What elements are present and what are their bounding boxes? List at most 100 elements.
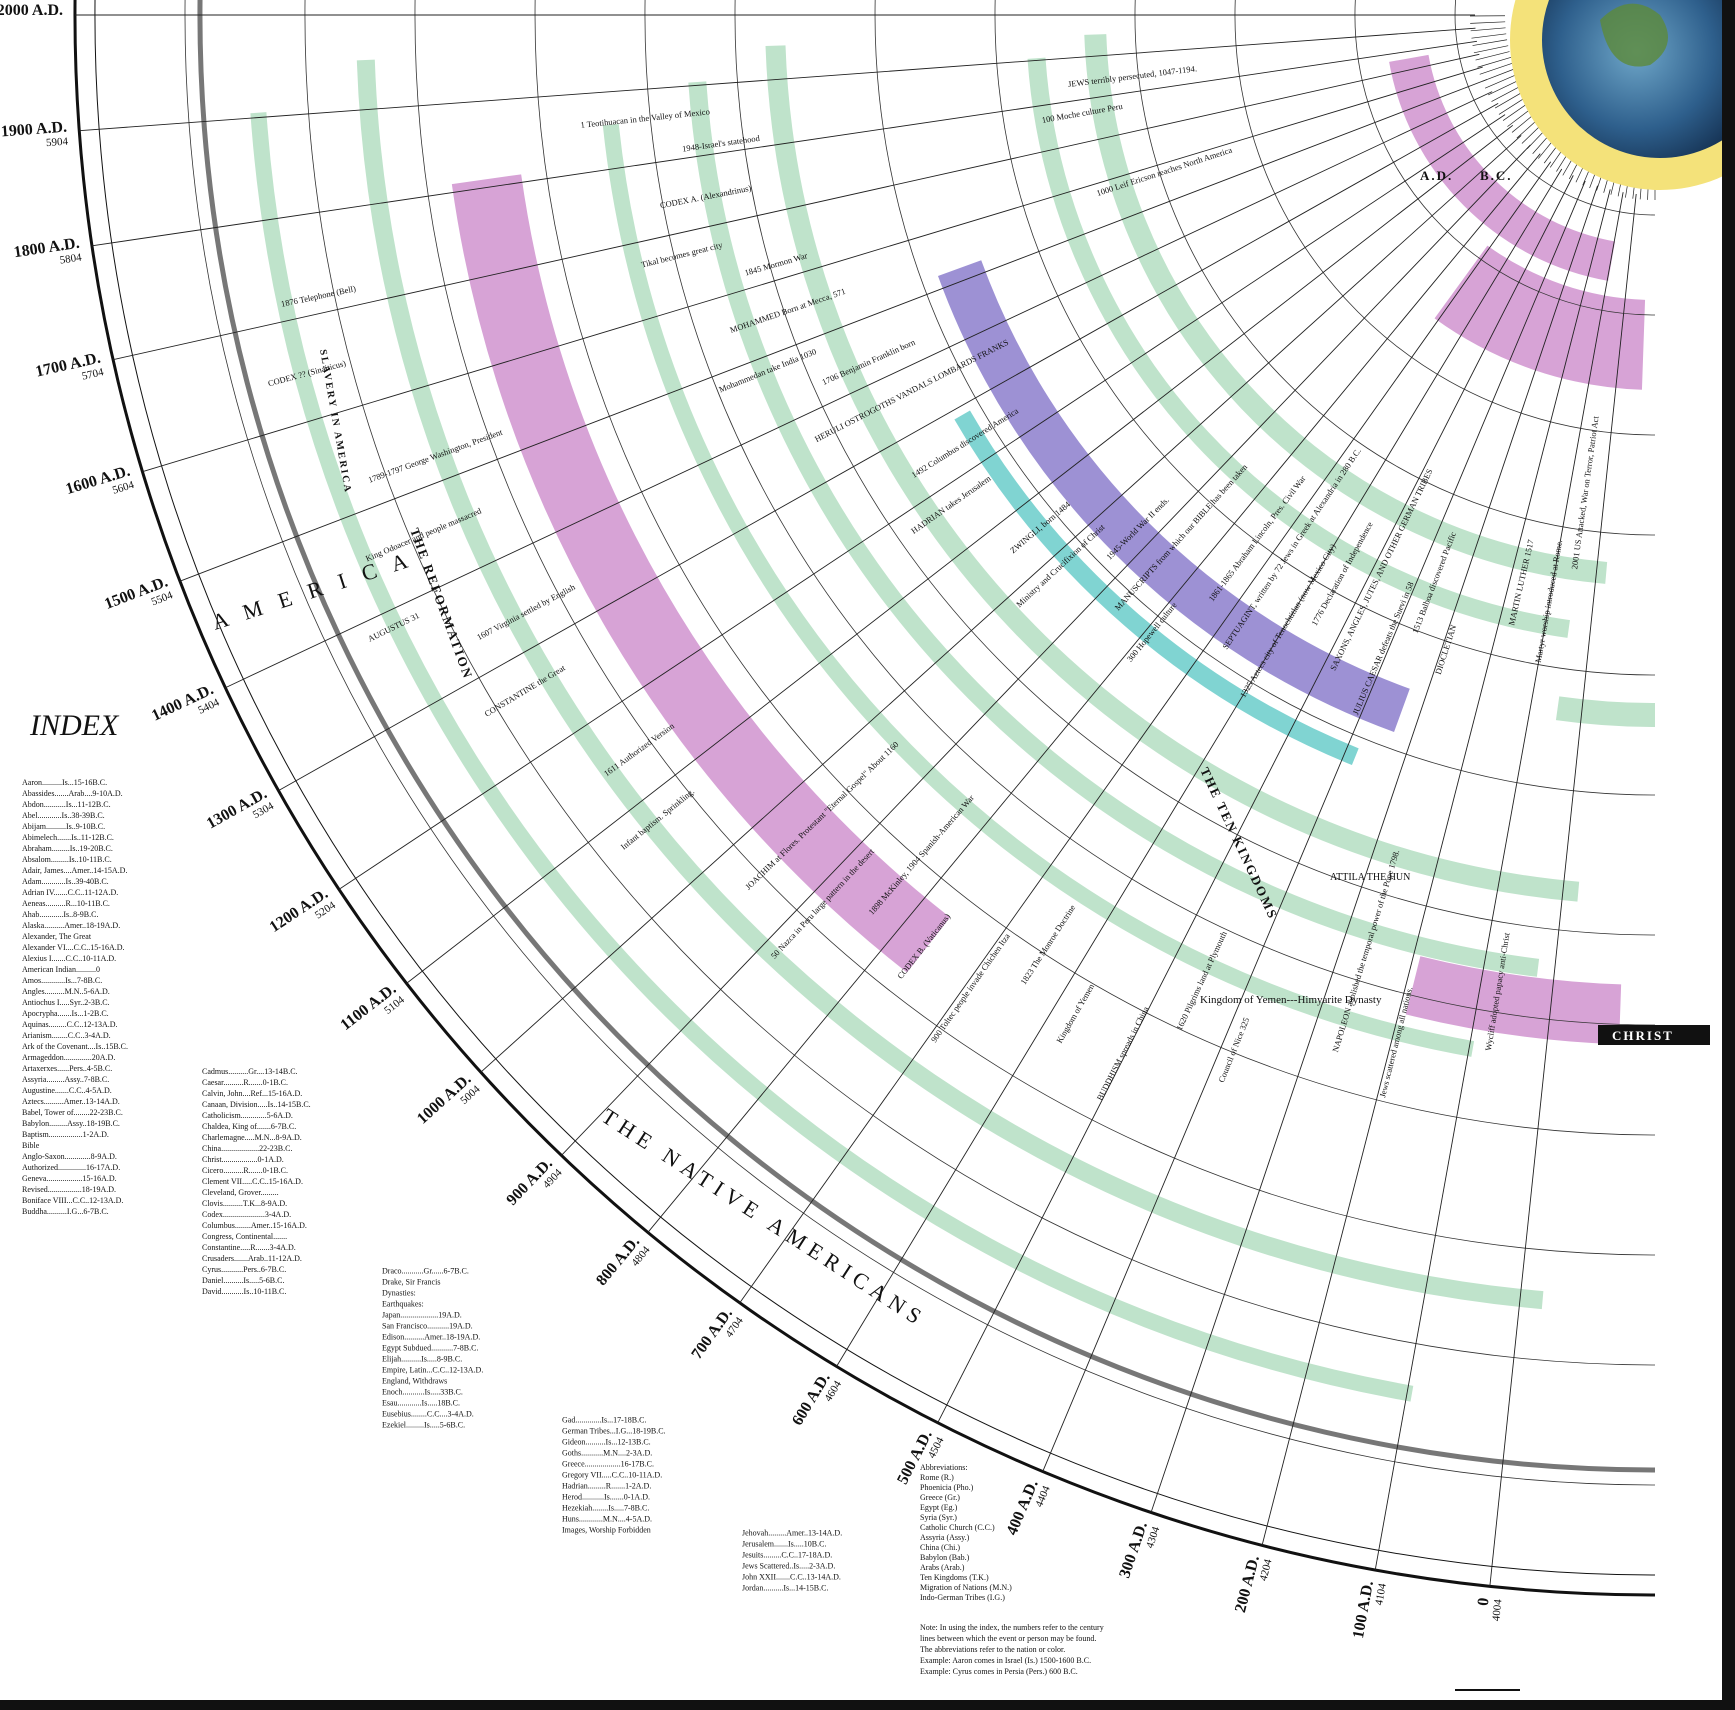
century-line	[561, 144, 1531, 1156]
inner-tick	[1472, 39, 1508, 46]
ring	[184, 0, 1656, 1486]
index-entry: Empire, Latin...C.C..12-13A.D.	[382, 1366, 483, 1375]
century-line	[937, 175, 1574, 1423]
index-entry: Aquinas.........C.C..12-13A.D.	[22, 1020, 118, 1029]
note: lines between which the event or person …	[920, 1634, 1096, 1643]
note: The abbreviations refer to the nation or…	[920, 1645, 1065, 1654]
inner-tick	[1491, 84, 1523, 102]
index-entry: Ark of the Covenant....Is..15B.C.	[22, 1042, 128, 1051]
abbreviation: Indo-German Tribes (I.G.)	[920, 1593, 1005, 1602]
century-line	[836, 168, 1563, 1367]
hebrew-year: 4004	[1490, 1598, 1504, 1622]
inner-tick	[1484, 74, 1518, 89]
index-entry: Babel, Tower of........22-23B.C.	[22, 1108, 123, 1117]
color-band	[451, 174, 951, 973]
color-band	[1389, 54, 1616, 281]
index-entry: Aeneas..........R...10-11B.C.	[22, 899, 110, 908]
band-label: CHRIST	[1612, 1028, 1674, 1043]
index-entry: Babylon.........Assy..18-19B.C.	[22, 1119, 120, 1128]
note: Note: In using the index, the numbers re…	[920, 1623, 1104, 1632]
century-line	[179, 79, 1488, 582]
index-entry: Hadrian.........R.......1-2A.D.	[562, 1481, 651, 1490]
century-line	[647, 153, 1541, 1233]
index-entry: Drake, Sir Francis	[382, 1278, 440, 1287]
index-entry: German Tribes...I.G...18-19B.C.	[562, 1426, 666, 1435]
index-entry: Jews Scattered..Is.....2-3A.D.	[742, 1561, 835, 1570]
index-entry: Adrian IV.......C.C..11-12A.D.	[22, 888, 118, 897]
abbreviation: Ten Kingdoms (T.K.)	[920, 1573, 989, 1582]
index-entry: John XXII.......C.C..13-14A.D.	[742, 1572, 841, 1581]
globe	[1542, 0, 1735, 158]
index-entry: Earthquakes:	[382, 1300, 424, 1309]
color-band	[1555, 696, 1656, 728]
index-entry: Armageddon..............20A.D.	[22, 1053, 115, 1062]
index-entry: Abraham.........Is..19-20B.C.	[22, 844, 113, 853]
christ-box	[1598, 1025, 1710, 1045]
index-entry: Egypt Subdued...........7-8B.C.	[382, 1344, 478, 1353]
hebrew-year: 5704	[81, 366, 106, 383]
index-entry: Angles..........M.N..5-6A.D.	[22, 987, 110, 996]
century-label: 0	[1475, 1597, 1493, 1607]
century-line	[739, 161, 1552, 1304]
index-entry: Constantine.....R.......3-4A.D.	[202, 1243, 296, 1252]
index-entry: Jesuits.........C.C..17-18A.D.	[742, 1550, 832, 1559]
color-band	[1434, 245, 1646, 390]
century-line	[1489, 193, 1637, 1587]
index-entry: Chaldea, King of.......6-7B.C.	[202, 1122, 296, 1131]
index-entry: David...........Is..10-11B.C.	[202, 1287, 286, 1296]
frame-right	[1722, 0, 1735, 1710]
index-entry: Daniel..........Is.....5-6B.C.	[202, 1276, 284, 1285]
inner-tick	[1477, 57, 1512, 68]
index-entry: Alaska..........Amer..18-19A.D.	[22, 921, 120, 930]
inner-tick	[1475, 51, 1510, 61]
index-entry: Arianism........C.C..3-4A.D.	[22, 1031, 111, 1040]
index-entry: Authorized..............16-17A.D.	[22, 1163, 120, 1172]
century-label: 2000 A.D.	[0, 2, 63, 19]
abbreviation: Assyria (Assy.)	[920, 1533, 970, 1542]
ring	[1234, 0, 1656, 436]
index-entry: Gregory VII.....C.C..10-11A.D.	[562, 1470, 662, 1479]
color-band	[1084, 34, 1608, 584]
index-entry: England, Withdraws	[382, 1377, 447, 1386]
abbreviation: Migration of Nations (M.N.)	[920, 1583, 1012, 1592]
century-line	[1042, 180, 1586, 1472]
century-line	[112, 53, 1480, 361]
index-entry: Abassides.......Arab....9-10A.D.	[22, 789, 123, 798]
index-entry: Anglo-Saxon.............8-9A.D.	[22, 1152, 117, 1161]
index-entry: Alexander, The Great	[22, 932, 92, 941]
color-band	[937, 260, 1410, 733]
abbreviation: Egypt (Eg.)	[920, 1503, 958, 1512]
index-entry: Huns............M.N....4-5A.D.	[562, 1514, 652, 1523]
century-line	[225, 91, 1493, 689]
abbreviation: Arabs (Arab.)	[920, 1563, 965, 1572]
ring-outer-2	[94, 0, 1656, 1576]
index-entry: Goths...........M.N....2-3A.D.	[562, 1448, 652, 1457]
index-entry: Bible	[22, 1141, 40, 1150]
band-label: Kingdom of Yemen---Himyarite Dynasty	[1200, 994, 1382, 1006]
index-entry: Abimelech.......Is..11-12B.C.	[22, 833, 114, 842]
rings	[73, 0, 1656, 1597]
index-entry: Abdon...........Is...11-12B.C.	[22, 800, 111, 809]
index-entry: China...................22-23B.C.	[202, 1144, 292, 1153]
index-entry: Gad.............Is...17-18B.C.	[562, 1415, 646, 1424]
ring	[1134, 0, 1656, 536]
abbreviation: Abbreviations:	[920, 1463, 968, 1472]
index-entry: Christ..................0-1A.D.	[202, 1155, 284, 1164]
index-entry: Buddha..........I.G...6-7B.C.	[22, 1207, 109, 1216]
index-entry: Calvin, John....Ref...15-16A.D.	[202, 1089, 302, 1098]
note: Example: Cyrus comes in Persia (Pers.) 6…	[920, 1667, 1078, 1676]
century-line	[1261, 189, 1611, 1546]
hebrew-year: 5804	[59, 251, 83, 266]
ring-outer	[73, 0, 1656, 1597]
index-entry: Esau............Is.....18B.C.	[382, 1399, 460, 1408]
century-line	[1150, 185, 1599, 1513]
century-line	[480, 135, 1522, 1073]
index-entry: Crusaders.......Arab..11-12A.D.	[202, 1254, 302, 1263]
abbreviation: Babylon (Bab.)	[920, 1553, 970, 1562]
century-line	[1374, 192, 1624, 1571]
index-entry: Geneva..................15-16A.D.	[22, 1174, 117, 1183]
index-entry: Canaan, Division.....Is..14-15B.C.	[202, 1100, 311, 1109]
color-band	[602, 123, 1475, 1057]
index-entry: Assyria.........Assy..7-8B.C.	[22, 1075, 109, 1084]
color-band	[688, 81, 1540, 977]
